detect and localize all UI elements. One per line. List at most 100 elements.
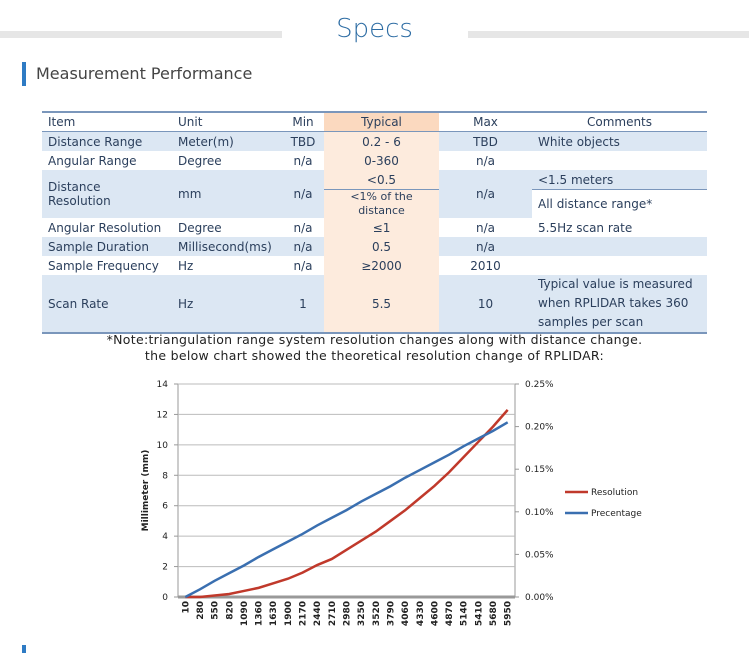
cell: n/a: [293, 153, 313, 168]
cell: Angular Resolution: [48, 220, 162, 235]
th: Comments: [532, 111, 707, 132]
x-tick-label: 4330: [416, 601, 426, 626]
y2-tick-label: 0.20%: [525, 423, 554, 433]
x-tick-label: 820: [225, 601, 235, 620]
y2-tick-label: 0.25%: [525, 380, 554, 390]
cell: Distance Range: [42, 131, 172, 151]
x-tick-label: 3250: [357, 601, 367, 626]
x-tick-label: 1090: [240, 601, 250, 626]
chart: 0 2 4 6 8 10 12 14 0.00% 0.05% 0.10% 0.15% 0.20% 0.25…: [141, 380, 642, 626]
x-tick-label: 1630: [269, 601, 279, 626]
x-tick-label: 4870: [445, 601, 455, 626]
series-line: [185, 409, 509, 599]
x-tick-label: 2710: [328, 601, 338, 626]
y2-tick-label: 0.15%: [525, 465, 554, 475]
y-tick-label: 12: [157, 410, 168, 420]
section-title: Measurement Performance: [22, 62, 252, 86]
cell: n/a: [475, 220, 495, 235]
cell: TBD: [282, 131, 324, 151]
cell: Typical value is measured when RPLIDAR t…: [532, 275, 707, 333]
cell: Meter(m): [172, 131, 282, 151]
cell: 0.2 - 6: [324, 131, 439, 151]
cell: mm: [172, 170, 282, 218]
cell: Sample Frequency: [48, 258, 159, 273]
x-tick-label: 5410: [474, 601, 484, 626]
x-tick-label: 2980: [343, 601, 353, 626]
x-tick-label: 280: [196, 601, 206, 620]
cell: 0-360: [324, 151, 439, 170]
y2-tick-label: 0.10%: [525, 508, 554, 518]
cell: <1.5 meters: [532, 170, 707, 190]
cell: Hz: [172, 275, 282, 333]
note-line: *Note:triangulation range system resolut…: [106, 332, 643, 347]
cell: n/a: [475, 153, 495, 168]
y-tick-label: 2: [162, 563, 168, 573]
cell: n/a: [282, 237, 324, 256]
th: Unit: [172, 111, 282, 132]
cell: [532, 237, 707, 256]
th: Item: [42, 111, 172, 132]
y-tick-label: 14: [157, 380, 169, 390]
y-tick-label: 8: [162, 471, 168, 481]
section-marker: [22, 645, 26, 653]
cell: ≥2000: [324, 256, 439, 275]
cell: Sample Duration: [42, 237, 172, 256]
th: Typical: [324, 111, 439, 132]
x-tick-label: 2170: [299, 601, 309, 626]
y-axis-label: Millimeter (mm): [141, 450, 151, 532]
cell: n/a: [439, 170, 532, 218]
cell: [532, 151, 707, 170]
cell: n/a: [282, 170, 324, 218]
cell: White objects: [532, 131, 707, 151]
cell: Degree: [178, 220, 222, 235]
cell: 5.5Hz scan rate: [538, 220, 633, 235]
cell: n/a: [293, 220, 313, 235]
th: Min: [282, 111, 324, 132]
x-tick-label: 4600: [430, 601, 440, 626]
cell: Scan Rate: [42, 275, 172, 333]
cell: Distance Resolution: [42, 170, 172, 218]
series-line: [184, 421, 509, 599]
legend-label: Resolution: [591, 488, 638, 498]
note: *Note:triangulation range system resolut…: [0, 332, 749, 364]
x-tick-label: 1900: [284, 601, 294, 626]
x-tick-label: 3790: [386, 601, 396, 626]
x-tick-label: 3520: [372, 601, 382, 626]
page-title: Specs: [336, 14, 413, 44]
y2-tick-label: 0.05%: [525, 550, 554, 560]
y-tick-label: 10: [157, 441, 169, 451]
x-tick-label: 10: [181, 601, 191, 614]
y-tick-label: 4: [162, 532, 168, 542]
plot-area: [177, 383, 516, 598]
spec-table: Item Unit Min Typical Max Comments Distance R…: [42, 111, 707, 334]
cell: Degree: [178, 153, 222, 168]
x-tick-label: 550: [211, 601, 221, 620]
cell: Angular Range: [48, 153, 137, 168]
cell: 5.5: [324, 275, 439, 333]
cell: 1: [282, 275, 324, 333]
cell: Hz: [178, 258, 194, 273]
cell: n/a: [293, 258, 313, 273]
cell: All distance range*: [532, 189, 707, 218]
cell: 0.5: [324, 237, 439, 256]
cell: TBD: [439, 131, 532, 151]
y2-tick-label: 0.00%: [525, 593, 554, 603]
y-tick-label: 0: [162, 593, 168, 603]
cell: 10: [439, 275, 532, 333]
cell: <0.5: [324, 170, 439, 190]
x-tick-label: 5950: [504, 601, 514, 626]
th: Max: [439, 111, 532, 132]
cell: 2010: [470, 258, 501, 273]
x-tick-label: 5140: [460, 601, 470, 626]
x-tick-label: 2440: [313, 601, 323, 626]
x-tick-label: 5680: [489, 601, 499, 626]
cell: n/a: [439, 237, 532, 256]
cell: ≤1: [324, 218, 439, 237]
note-line: the below chart showed the theoretical r…: [144, 348, 605, 363]
legend-label: Precentage: [591, 509, 642, 519]
x-tick-label: 4060: [401, 601, 411, 626]
y-tick-label: 6: [162, 502, 168, 512]
divider: [0, 31, 282, 38]
cell: [532, 256, 707, 275]
